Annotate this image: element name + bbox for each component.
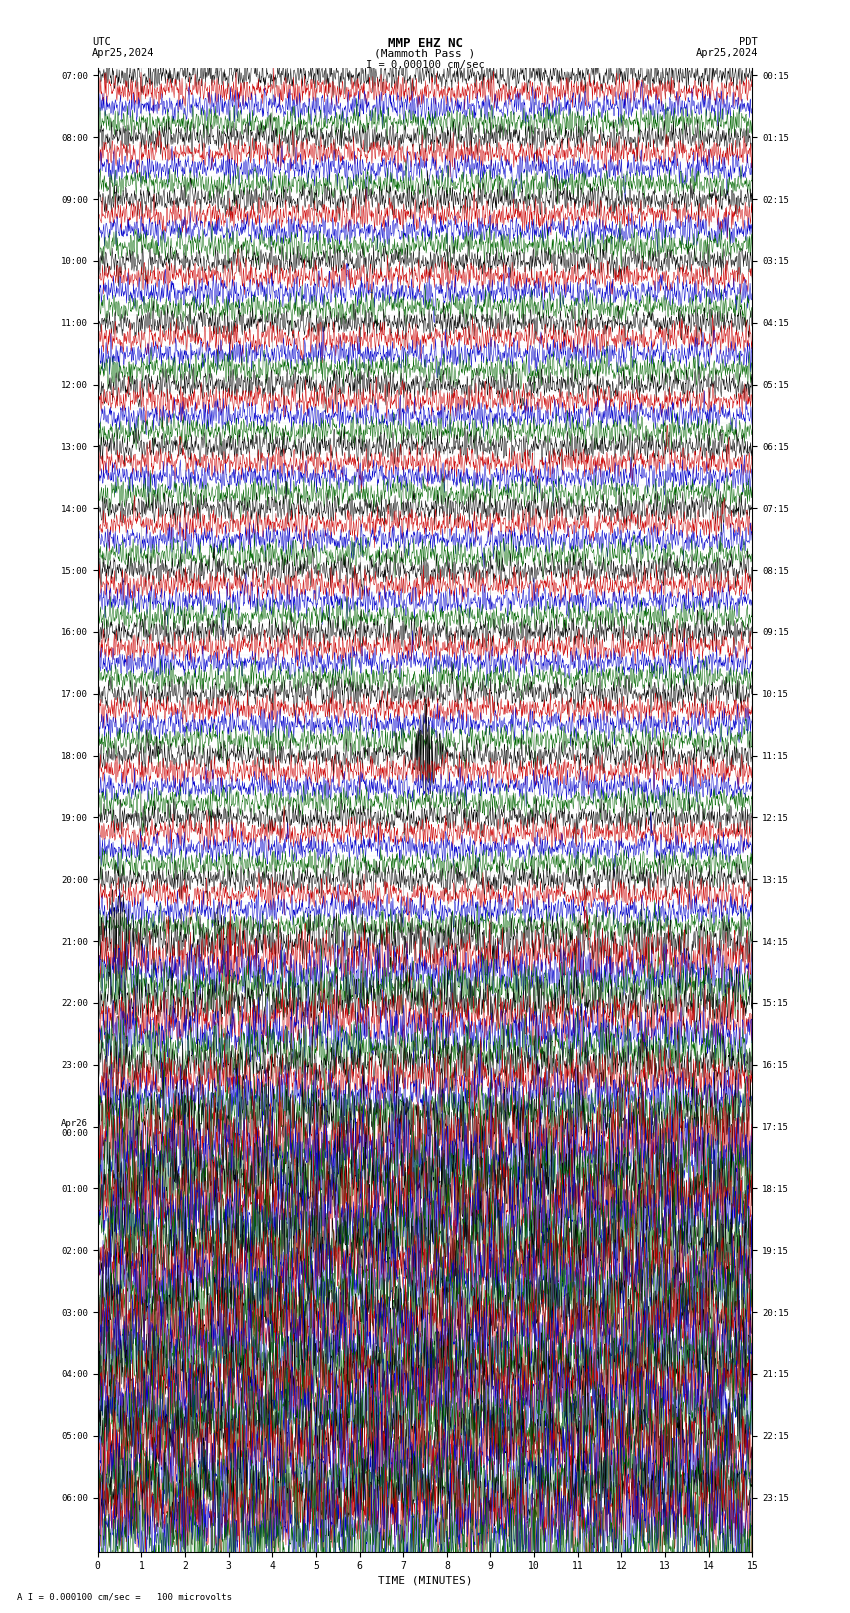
X-axis label: TIME (MINUTES): TIME (MINUTES) — [377, 1576, 473, 1586]
Text: Apr25,2024: Apr25,2024 — [695, 48, 758, 58]
Text: A I = 0.000100 cm/sec =   100 microvolts: A I = 0.000100 cm/sec = 100 microvolts — [17, 1592, 232, 1602]
Text: UTC: UTC — [92, 37, 110, 47]
Text: Apr25,2024: Apr25,2024 — [92, 48, 155, 58]
Text: MMP EHZ NC: MMP EHZ NC — [388, 37, 462, 50]
Text: I = 0.000100 cm/sec: I = 0.000100 cm/sec — [366, 60, 484, 69]
Text: (Mammoth Pass ): (Mammoth Pass ) — [374, 48, 476, 58]
Text: PDT: PDT — [740, 37, 758, 47]
